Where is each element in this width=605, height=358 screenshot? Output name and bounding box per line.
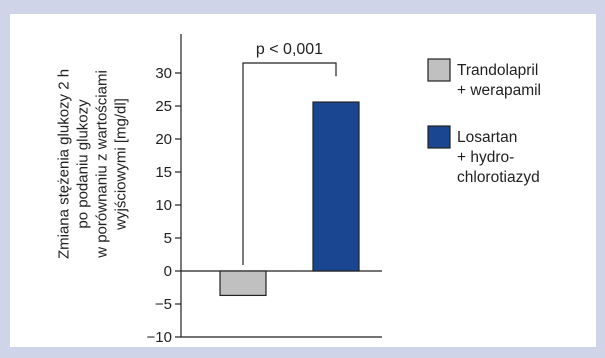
legend-item: Losartan + hydro-chlorotiazyd xyxy=(427,125,540,186)
legend-label-line: Losartan xyxy=(457,129,517,146)
p-value-label: p < 0,001 xyxy=(256,41,323,58)
y-axis-title-line: Zmiana stężenia glukozy 2 h xyxy=(56,69,73,259)
y-tick-label: 30 xyxy=(155,65,172,82)
y-tick-label: −5 xyxy=(155,296,172,313)
legend-label-line: Trandolapril xyxy=(457,62,538,79)
y-axis-title-line: w porównaniu z wartościami xyxy=(94,70,111,259)
bar-chart: 30 25 20 15 10 5 0 −5 −10 Zmiana stężenia glukoz… xyxy=(56,34,541,346)
significance-bracket xyxy=(242,62,337,266)
chart-panel: 30 25 20 15 10 5 0 −5 −10 Zmiana stężenia glukoz… xyxy=(10,14,596,347)
y-axis-title-group: Zmiana stężenia glukozy 2 h po podaniu gl… xyxy=(56,69,130,259)
y-axis-title: Zmiana stężenia glukozy 2 h po podaniu gl… xyxy=(56,69,130,259)
y-tick-label: 10 xyxy=(155,197,172,214)
bar xyxy=(219,270,267,297)
legend-label-line: + hydro- xyxy=(457,149,514,166)
y-tick-label: 20 xyxy=(155,131,172,148)
y-axis-title-line: wyjściowymi [mg/dl] xyxy=(113,98,130,231)
legend-swatch xyxy=(427,125,451,149)
y-tick-label: 5 xyxy=(164,230,172,247)
y-tick-label: −10 xyxy=(147,329,172,346)
bars xyxy=(219,101,360,297)
y-axis-title-line: po podaniu glukozy xyxy=(75,99,92,229)
y-tick-label: 15 xyxy=(155,164,172,181)
y-tick-label: 25 xyxy=(155,98,172,115)
significance-annotation: p < 0,001 xyxy=(242,41,337,266)
y-axis: 30 25 20 15 10 5 0 −5 −10 xyxy=(147,34,382,346)
legend-label-line: + werapamil xyxy=(457,82,541,99)
bar xyxy=(312,101,360,272)
legend-swatch xyxy=(427,58,451,82)
y-tick-label: 0 xyxy=(164,263,172,280)
legend-item: Trandolapril + werapamil xyxy=(427,58,541,99)
legend-label-line: chlorotiazyd xyxy=(457,169,540,186)
legend: Trandolapril + werapamil Losartan + hydro-c… xyxy=(427,58,541,186)
